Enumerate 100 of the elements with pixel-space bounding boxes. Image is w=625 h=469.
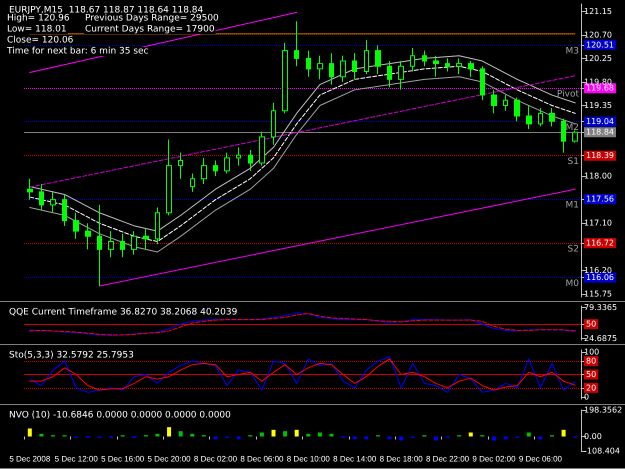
candlestick bbox=[282, 42, 288, 114]
y-tick-label: 120.25 bbox=[584, 54, 612, 63]
bar bbox=[492, 436, 496, 441]
y-tick-label: 116.06 bbox=[586, 273, 614, 282]
bar bbox=[213, 436, 218, 440]
x-tick-label: 5 Dec 20:00 bbox=[147, 454, 192, 464]
bar bbox=[155, 434, 160, 437]
bar bbox=[178, 431, 183, 437]
chart-title: NVO (10) -10.6846 0.0000 0.0000 0.0000 0.0000 bbox=[9, 410, 232, 420]
candlestick bbox=[526, 105, 532, 130]
y-tick-label: 50 bbox=[586, 370, 596, 379]
x-tick-label: 8 Dec 22:00 bbox=[426, 454, 470, 464]
x-tick-label: 8 Dec 14:00 bbox=[333, 454, 377, 464]
candlestick bbox=[352, 52, 357, 80]
candlestick bbox=[73, 212, 79, 240]
ref-line-label: S2 bbox=[568, 244, 579, 255]
candlestick bbox=[317, 55, 323, 80]
candlestick bbox=[213, 160, 218, 177]
y-tick-label: 118.84 bbox=[586, 128, 614, 137]
candlestick bbox=[480, 66, 485, 101]
candlestick bbox=[166, 139, 172, 216]
bar bbox=[318, 432, 322, 437]
x-tick-label: 8 Dec 06:00 bbox=[240, 454, 284, 464]
x-tick-label: 5 Dec 16:00 bbox=[101, 454, 145, 464]
annotation: Previous Days Range= 29500 bbox=[85, 14, 220, 24]
x-tick-label: 9 Dec 06:00 bbox=[518, 454, 563, 464]
y-tick-label: 117.56 bbox=[586, 194, 614, 204]
bar bbox=[538, 436, 542, 440]
y-tick-label: 119.04 bbox=[586, 117, 614, 126]
candlestick bbox=[410, 47, 415, 72]
annotation: High= 120.96 bbox=[7, 14, 70, 24]
candlestick bbox=[97, 204, 102, 287]
y-tick-label: 120.51 bbox=[586, 40, 614, 50]
x-tick-label: 8 Dec 02:00 bbox=[194, 454, 238, 464]
bar bbox=[468, 432, 473, 437]
bar bbox=[526, 432, 531, 437]
candlestick bbox=[50, 191, 56, 214]
x-tick-label: 9 Dec 02:00 bbox=[472, 454, 516, 464]
y-tick-label: 20 bbox=[586, 383, 596, 392]
y-tick-label: -108.404 bbox=[584, 446, 620, 456]
candlestick bbox=[514, 97, 520, 122]
candlestick bbox=[294, 20, 299, 67]
y-tick-label: 115.75 bbox=[584, 289, 612, 298]
candlestick bbox=[306, 50, 311, 78]
candlestick bbox=[572, 130, 578, 144]
candlestick bbox=[433, 55, 439, 78]
candlestick bbox=[491, 89, 497, 114]
candlestick bbox=[178, 152, 183, 180]
annotation: Time for next bar: 6 min 35 sec bbox=[6, 46, 149, 56]
bar bbox=[39, 434, 44, 437]
bar bbox=[364, 436, 368, 440]
bar bbox=[236, 436, 241, 440]
bar bbox=[330, 434, 334, 437]
annotation: Close= 120.06 bbox=[7, 36, 74, 46]
ref-line-label: M2 bbox=[566, 123, 579, 134]
candlestick bbox=[364, 40, 369, 75]
ref-line-label: Pivot bbox=[556, 90, 580, 100]
candlestick bbox=[224, 152, 230, 174]
bar bbox=[388, 436, 392, 440]
candlestick bbox=[445, 58, 450, 72]
y-tick-label: 118.00 bbox=[584, 172, 612, 181]
y-tick-label: 116.20 bbox=[584, 266, 612, 275]
y-tick-label: 24.6875 bbox=[584, 334, 618, 343]
candlestick bbox=[549, 108, 555, 127]
y-tick-label: 80 bbox=[586, 356, 596, 366]
bar bbox=[294, 430, 299, 437]
candlestick bbox=[468, 60, 474, 78]
chart-title: Sto(5,3,3) 32.5792 25.7953 bbox=[9, 350, 134, 360]
y-tick-label: 117.10 bbox=[584, 218, 612, 228]
bar bbox=[562, 430, 566, 437]
bar bbox=[28, 428, 32, 437]
bar bbox=[504, 436, 508, 440]
bar bbox=[260, 432, 264, 437]
y-tick-label: 198.3562 bbox=[584, 406, 622, 414]
y-tick-label: 0.00 bbox=[584, 432, 602, 442]
x-tick-label: 8 Dec 18:00 bbox=[380, 454, 424, 464]
bar bbox=[399, 436, 404, 441]
candlestick bbox=[27, 178, 33, 200]
candlestick bbox=[131, 230, 137, 256]
candlestick bbox=[108, 230, 114, 258]
bar bbox=[271, 430, 276, 437]
candlestick bbox=[259, 131, 265, 166]
candlestick bbox=[456, 58, 462, 75]
y-tick-label: 118.39 bbox=[586, 151, 614, 160]
ref-line-label: M0 bbox=[566, 279, 580, 290]
x-tick-label: 8 Dec 10:00 bbox=[286, 454, 330, 464]
ref-line-label: M1 bbox=[566, 200, 579, 211]
y-tick-label: 121.15 bbox=[584, 6, 612, 16]
candlestick bbox=[375, 44, 381, 75]
candlestick bbox=[155, 207, 160, 245]
annotation: Current Days Range= 17900 bbox=[85, 24, 215, 34]
candlestick bbox=[340, 55, 346, 82]
x-tick-label: 5 Dec 2008 bbox=[9, 454, 51, 464]
ref-line-label: M3 bbox=[566, 46, 579, 56]
y-tick-label: 119.35 bbox=[584, 101, 612, 110]
candlestick bbox=[201, 157, 207, 184]
candlestick bbox=[329, 52, 334, 86]
chart-title: QQE Current Timeframe 36.8270 38.2068 40.2039 bbox=[9, 308, 238, 318]
x-tick-label: 5 Dec 12:00 bbox=[54, 454, 98, 464]
candlestick bbox=[62, 194, 67, 226]
